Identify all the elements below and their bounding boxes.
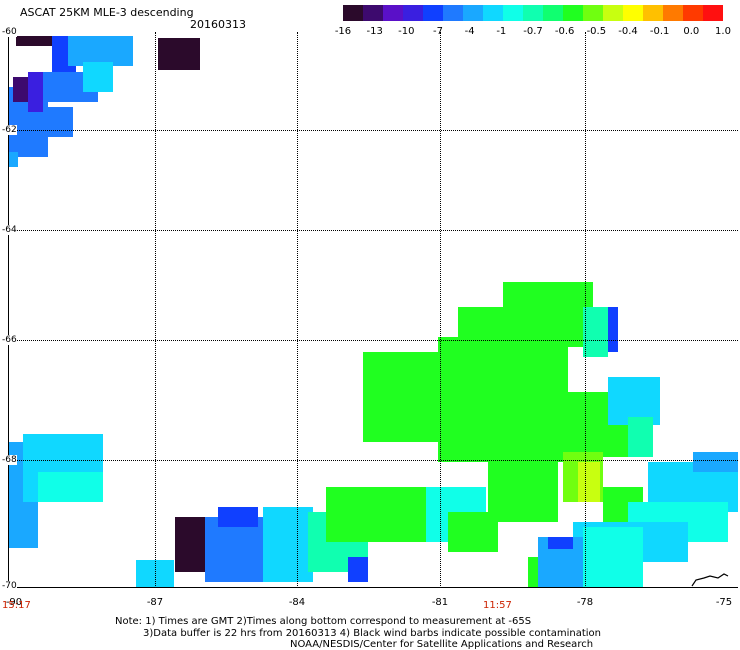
footer-note: Note: 1) Times are GMT 2)Times along bot…	[115, 616, 532, 627]
colorbar-tick-label: -10	[398, 26, 415, 37]
grid-line-lon	[440, 32, 441, 588]
data-cell	[363, 352, 443, 442]
colorbar-swatch	[423, 5, 443, 21]
data-cell	[8, 152, 18, 167]
lon-label: -90	[5, 597, 23, 608]
colorbar-swatch	[443, 5, 463, 21]
data-cell	[608, 307, 618, 352]
data-cell	[205, 517, 265, 582]
colorbar-tick-label: -16	[334, 26, 352, 37]
grid-line-lat	[8, 460, 738, 461]
data-cell	[548, 537, 573, 549]
lat-label: -64	[2, 225, 17, 235]
data-cell	[578, 462, 600, 502]
lon-label: -87	[146, 597, 164, 608]
colorbar-tick-label: -0.7	[523, 26, 543, 37]
data-cell	[263, 507, 313, 582]
colorbar-swatch	[603, 5, 623, 21]
data-cell	[158, 38, 200, 70]
colorbar-swatch	[403, 5, 423, 21]
lon-label: -81	[431, 597, 449, 608]
data-cell	[48, 107, 73, 137]
colorbar-tick-label: -0.6	[554, 26, 575, 37]
colorbar	[343, 5, 723, 21]
data-cell	[348, 557, 368, 582]
colorbar-swatch	[563, 5, 583, 21]
colorbar-tick-label: -1	[496, 26, 507, 37]
data-cell	[175, 517, 205, 572]
lat-label: -62	[2, 125, 17, 135]
lat-label: -68	[2, 455, 17, 465]
time-label: 11:57	[483, 600, 512, 611]
data-cell	[28, 72, 43, 112]
footer-credit: NOAA/NESDIS/Center for Satellite Applica…	[290, 639, 594, 650]
colorbar-tick-label: -0.1	[649, 26, 670, 37]
colorbar-tick-label: -0.4	[618, 26, 638, 37]
lon-label: -84	[288, 597, 306, 608]
colorbar-swatch	[383, 5, 403, 21]
data-cell	[326, 487, 426, 542]
colorbar-swatch	[683, 5, 703, 21]
lat-label: -70	[2, 581, 17, 591]
data-cell	[83, 62, 113, 92]
lat-label: -60	[2, 27, 17, 37]
bottom-axis	[8, 587, 738, 588]
colorbar-tick-label: -13	[366, 26, 383, 37]
colorbar-tick-label: 0.0	[683, 26, 700, 37]
colorbar-tick-label: -4	[464, 26, 475, 37]
data-cell	[503, 282, 593, 322]
lon-label: -75	[715, 597, 733, 608]
colorbar-swatch	[503, 5, 523, 21]
left-axis	[8, 32, 9, 588]
grid-line-lat	[8, 230, 738, 231]
product-date: 20160313	[190, 18, 246, 31]
data-cell	[583, 307, 608, 357]
colorbar-swatch	[663, 5, 683, 21]
colorbar-tick-label: -7	[433, 26, 443, 37]
data-cell	[16, 36, 52, 46]
colorbar-swatch	[703, 5, 723, 21]
colorbar-swatch	[523, 5, 543, 21]
data-cell	[628, 417, 653, 457]
colorbar-swatch	[363, 5, 383, 21]
data-cell	[438, 337, 568, 462]
data-cell	[528, 557, 538, 587]
lat-label: -66	[2, 335, 17, 345]
data-cell	[38, 472, 103, 502]
grid-line-lat	[8, 130, 738, 131]
data-cell	[693, 452, 738, 472]
colorbar-swatch	[343, 5, 363, 21]
colorbar-swatch	[463, 5, 483, 21]
lon-label: -78	[576, 597, 594, 608]
colorbar-swatch	[643, 5, 663, 21]
colorbar-swatch	[483, 5, 503, 21]
grid-line-lon	[585, 32, 586, 588]
grid-line-lat	[8, 340, 738, 341]
grid-line-lon	[155, 32, 156, 588]
data-cell	[13, 77, 28, 102]
colorbar-swatch	[543, 5, 563, 21]
coastline-icon	[691, 573, 729, 587]
map-plot-area	[8, 32, 738, 588]
data-cell	[218, 507, 258, 527]
colorbar-tick-label: -0.5	[586, 26, 607, 37]
colorbar-swatch	[623, 5, 643, 21]
footer-note: 3)Data buffer is 22 hrs from 20160313 4)…	[143, 628, 601, 639]
data-cell	[583, 527, 643, 587]
colorbar-swatch	[583, 5, 603, 21]
product-title: ASCAT 25KM MLE-3 descending	[20, 6, 194, 19]
data-cell	[68, 36, 133, 66]
time-label: 15:17	[2, 600, 31, 611]
data-cell	[488, 452, 558, 522]
colorbar-tick-label: 1.0	[715, 26, 731, 37]
grid-line-lon	[297, 32, 298, 588]
